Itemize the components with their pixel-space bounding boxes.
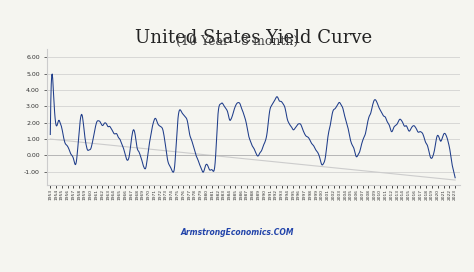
Text: ArmstrongEconomics.COM: ArmstrongEconomics.COM <box>180 228 294 237</box>
Text: (10 Year - 3 month): (10 Year - 3 month) <box>176 35 298 48</box>
Title: United States Yield Curve: United States Yield Curve <box>135 29 372 47</box>
